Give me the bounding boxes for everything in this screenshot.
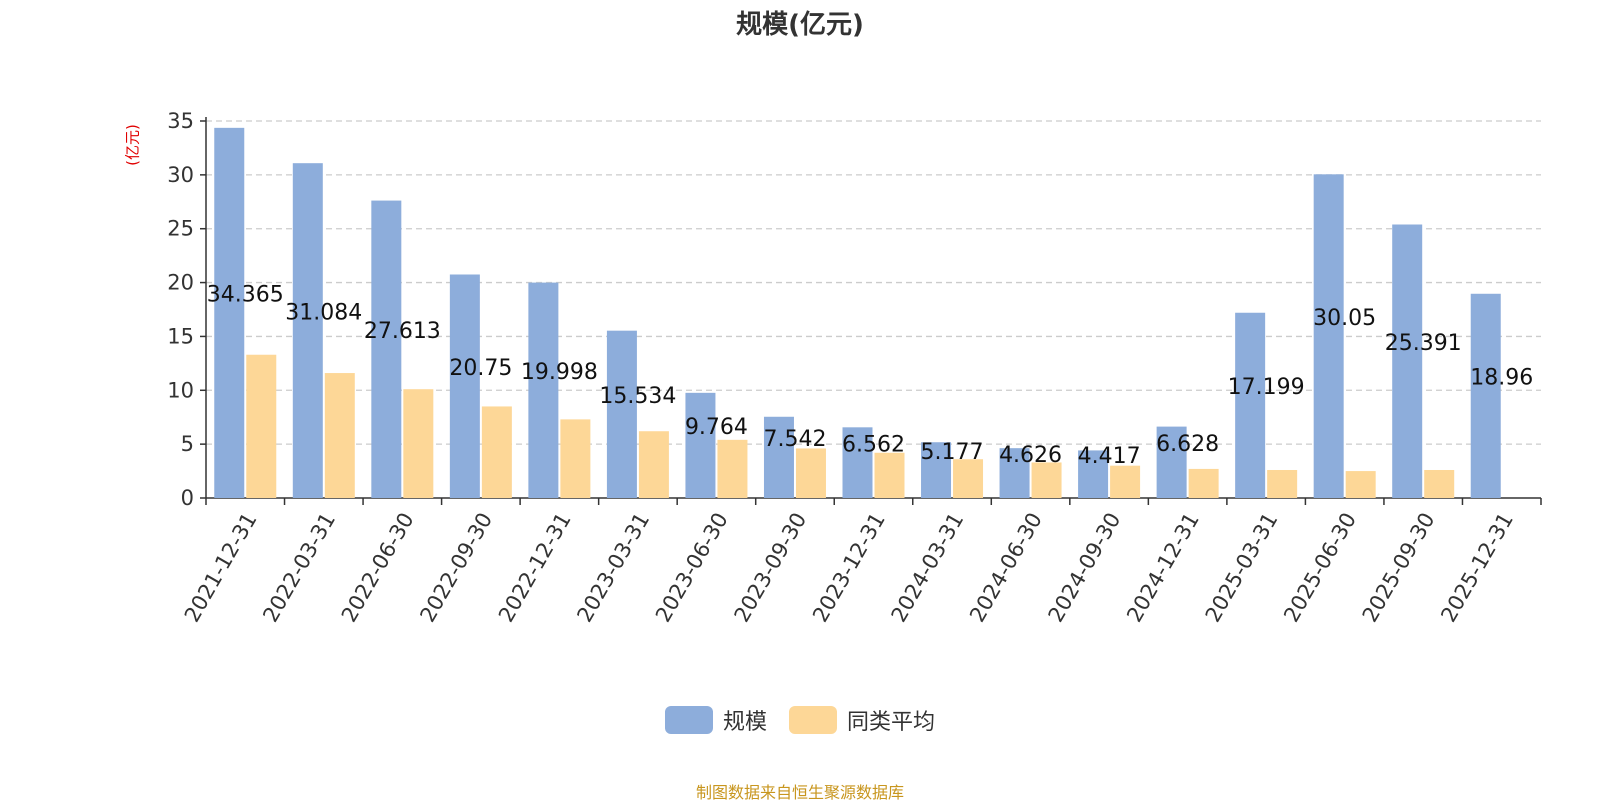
- y-tick-label: 0: [181, 486, 194, 510]
- bar-peer-average: [481, 406, 512, 498]
- bar-scale: [214, 127, 245, 499]
- bar-peer-average: [246, 354, 277, 498]
- x-tick-label: 2021-12-31: [180, 509, 262, 627]
- data-label: 5.177: [921, 440, 984, 465]
- x-tick-label: 2023-03-31: [572, 509, 654, 627]
- legend-item-peer-average[interactable]: 同类平均: [789, 704, 935, 736]
- x-tick-label: 2025-03-31: [1201, 509, 1283, 627]
- x-tick-label: 2024-12-31: [1122, 509, 1204, 627]
- data-label: 34.365: [207, 283, 284, 308]
- x-tick-label: 2023-12-31: [808, 509, 890, 627]
- bar-scale: [371, 200, 402, 498]
- bar-scale: [921, 442, 952, 498]
- bar-scale: [1235, 312, 1266, 498]
- bar-peer-average: [403, 389, 434, 498]
- bar-scale: [606, 330, 637, 498]
- bar-scale: [842, 427, 873, 498]
- chart-title: 规模(亿元): [736, 10, 864, 40]
- x-tick-label: 2025-06-30: [1279, 509, 1361, 627]
- y-tick-label: 30: [167, 163, 194, 187]
- y-tick-label: 25: [167, 217, 194, 241]
- y-tick-label: 35: [167, 109, 194, 133]
- x-tick-label: 2023-09-30: [729, 509, 811, 627]
- bar-peer-average: [795, 448, 826, 498]
- data-label: 6.562: [842, 432, 905, 457]
- legend-swatch-peer-average: [789, 706, 837, 734]
- x-tick-label: 2022-12-31: [494, 509, 576, 627]
- data-label: 4.417: [1078, 444, 1141, 469]
- x-tick-label: 2025-12-31: [1436, 509, 1518, 627]
- bar-peer-average: [1267, 469, 1298, 498]
- y-tick-label: 5: [181, 432, 194, 456]
- data-label: 27.613: [364, 319, 441, 344]
- x-tick-label: 2024-03-31: [887, 509, 969, 627]
- x-tick-label: 2023-06-30: [651, 509, 733, 627]
- bar-scale: [449, 274, 480, 498]
- data-label: 17.199: [1228, 375, 1305, 400]
- bar-peer-average: [638, 431, 669, 498]
- data-label: 30.05: [1313, 306, 1376, 331]
- legend-label-scale: 规模: [722, 710, 767, 735]
- x-tick-label: 2025-09-30: [1358, 509, 1440, 627]
- y-tick-label: 20: [167, 271, 194, 295]
- data-label: 20.75: [449, 356, 512, 381]
- x-tick-label: 2024-09-30: [1044, 509, 1126, 627]
- bar-scale: [1470, 293, 1501, 498]
- data-source-note: 制图数据来自恒生聚源数据库: [695, 783, 904, 802]
- bar-peer-average: [560, 419, 591, 498]
- x-tick-label: 2022-06-30: [337, 508, 419, 626]
- bar-scale: [292, 163, 323, 498]
- bar-scale: [685, 392, 716, 498]
- y-tick-label: 10: [167, 378, 194, 402]
- bar-peer-average: [324, 373, 355, 498]
- data-label: 31.084: [285, 300, 362, 325]
- data-label: 19.998: [521, 360, 598, 385]
- bar-peer-average: [874, 452, 905, 498]
- bar-peer-average: [717, 439, 748, 498]
- legend-item-scale[interactable]: 规模: [664, 704, 767, 736]
- bar-scale: [1078, 450, 1109, 498]
- bar-scale: [528, 282, 559, 498]
- x-tick-label: 2022-03-31: [258, 509, 340, 627]
- bar-scale: [1156, 426, 1187, 498]
- bar-peer-average: [1110, 465, 1141, 498]
- bar-scale: [1392, 224, 1423, 498]
- legend-label-peer-average: 同类平均: [847, 710, 936, 735]
- data-label: 18.96: [1470, 366, 1533, 391]
- data-label: 6.628: [1156, 432, 1219, 457]
- bar-scale: [999, 448, 1030, 498]
- data-label: 7.542: [763, 427, 826, 452]
- bar-scale: [1313, 174, 1344, 498]
- legend: 规模 同类平均: [0, 704, 1600, 736]
- x-tick-label: 2022-09-30: [415, 508, 497, 626]
- data-label: 4.626: [999, 443, 1062, 468]
- data-label: 15.534: [599, 384, 676, 409]
- x-tick-label: 2024-06-30: [965, 509, 1047, 627]
- bar-scale: [763, 416, 794, 498]
- legend-swatch-scale: [664, 706, 713, 734]
- bar-peer-average: [1424, 469, 1455, 498]
- bar-peer-average: [1345, 471, 1376, 498]
- bar-peer-average: [953, 459, 984, 498]
- data-label: 25.391: [1385, 331, 1462, 356]
- y-tick-label: 15: [167, 324, 194, 348]
- bar-peer-average: [1188, 468, 1219, 498]
- bar-peer-average: [1031, 462, 1062, 498]
- data-label: 9.764: [685, 415, 748, 440]
